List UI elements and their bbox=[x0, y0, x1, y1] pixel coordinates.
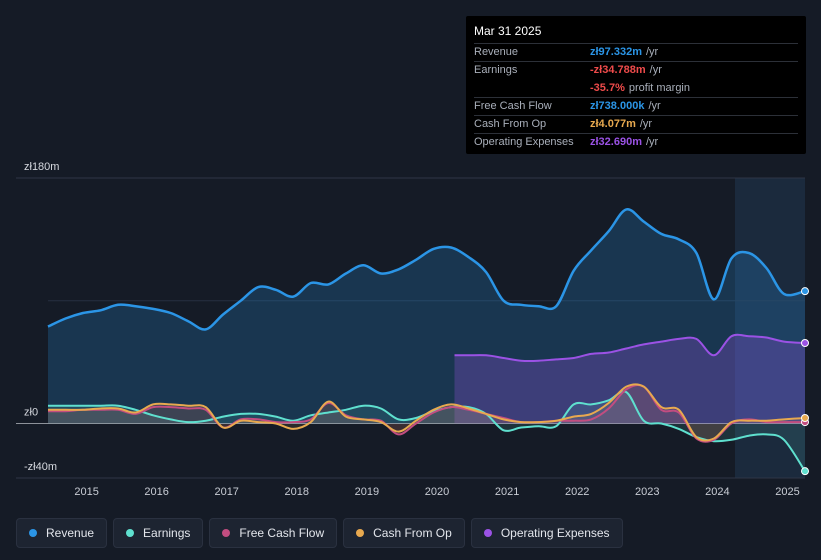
y-tick-label: -zł40m bbox=[24, 461, 57, 473]
tooltip-row-revenue: Revenue zł97.332m /yr bbox=[474, 43, 798, 61]
chart-canvas: zł180m zł0 -zł40m 2015 2016 2017 2018 2019 2020… bbox=[16, 161, 809, 498]
legend-dot-icon bbox=[126, 529, 135, 537]
tooltip-row-cash-from-op: Cash From Op zł4.077m /yr bbox=[474, 115, 798, 133]
x-tick-label: 2019 bbox=[355, 486, 379, 498]
tooltip-value: zł32.690m bbox=[590, 136, 642, 148]
tooltip-value: zł738.000k bbox=[590, 100, 645, 112]
legend-item-revenue[interactable]: Revenue bbox=[16, 518, 108, 548]
x-tick-label: 2020 bbox=[425, 486, 449, 498]
grid-lines bbox=[16, 177, 805, 479]
x-tick-label: 2024 bbox=[705, 486, 729, 498]
operating-expenses-area bbox=[454, 334, 805, 424]
cash-from-op-endpoint bbox=[801, 414, 809, 422]
legend-item-earnings[interactable]: Earnings bbox=[113, 518, 204, 548]
x-tick-label: 2016 bbox=[144, 486, 168, 498]
tooltip-date: Mar 31 2025 bbox=[474, 24, 542, 38]
legend-item-free-cash-flow[interactable]: Free Cash Flow bbox=[209, 518, 338, 548]
earnings-area bbox=[48, 391, 805, 472]
revenue-endpoint bbox=[801, 287, 809, 296]
tooltip-row-operating-expenses: Operating Expenses zł32.690m /yr bbox=[474, 133, 798, 151]
tooltip-value: -zł34.788m bbox=[590, 64, 646, 76]
x-tick-label: 2018 bbox=[285, 486, 309, 498]
tooltip-unit: /yr bbox=[648, 100, 661, 112]
legend-dot-icon bbox=[356, 529, 365, 537]
x-tick-label: 2017 bbox=[214, 486, 238, 498]
forecast-highlight bbox=[735, 178, 805, 478]
operating-expenses-line bbox=[454, 333, 806, 362]
legend-dot-icon bbox=[222, 529, 231, 537]
tooltip-label: Cash From Op bbox=[474, 118, 547, 130]
series-areas bbox=[48, 209, 805, 472]
y-tick-label: zł0 bbox=[24, 407, 38, 419]
cash-from-op-line bbox=[48, 383, 806, 442]
operating-expenses-endpoint bbox=[801, 339, 809, 347]
tooltip-unit: profit margin bbox=[628, 82, 690, 94]
x-axis-ticks: 2015 2016 2017 2018 2019 2020 2021 2022 2023 2024… bbox=[74, 486, 799, 498]
y-axis-ticks: zł180m zł0 -zł40m bbox=[24, 161, 59, 473]
legend-label: Revenue bbox=[46, 526, 95, 540]
tooltip-unit: /yr bbox=[649, 64, 662, 76]
tooltip-panel: Mar 31 2025 Revenue zł97.332m /yr Earnin… bbox=[466, 16, 806, 154]
legend-label: Cash From Op bbox=[373, 526, 452, 540]
cash-from-op-area bbox=[48, 384, 805, 441]
legend-item-operating-expenses[interactable]: Operating Expenses bbox=[470, 518, 623, 548]
legend: Revenue Earnings Free Cash Flow Cash Fro… bbox=[16, 518, 623, 548]
tooltip-value: zł4.077m bbox=[590, 118, 636, 130]
tooltip-unit: /yr bbox=[639, 118, 653, 130]
tooltip-unit: /yr bbox=[645, 136, 659, 148]
tooltip-label: Operating Expenses bbox=[474, 136, 574, 148]
y-tick-label: zł180m bbox=[24, 161, 59, 173]
x-tick-label: 2023 bbox=[635, 486, 659, 498]
legend-dot-icon bbox=[29, 529, 37, 537]
x-tick-label: 2025 bbox=[775, 486, 799, 498]
series-endpoints bbox=[801, 287, 809, 476]
x-tick-label: 2015 bbox=[74, 486, 98, 498]
revenue-line bbox=[47, 208, 806, 331]
free-cash-flow-area bbox=[48, 384, 805, 442]
tooltip-value: -35.7% bbox=[590, 82, 625, 94]
tooltip-label: Earnings bbox=[474, 64, 518, 76]
tooltip-label: Revenue bbox=[474, 46, 519, 58]
x-tick-label: 2022 bbox=[565, 486, 589, 498]
tooltip-label bbox=[474, 80, 590, 97]
earnings-endpoint bbox=[801, 467, 809, 476]
tooltip-row-free-cash-flow: Free Cash Flow zł738.000k /yr bbox=[474, 97, 798, 115]
legend-label: Free Cash Flow bbox=[239, 526, 325, 540]
tooltip-row-profit-margin: -35.7% profit margin bbox=[474, 79, 798, 97]
tooltip-label: Free Cash Flow bbox=[474, 100, 552, 112]
free-cash-flow-line bbox=[47, 384, 805, 443]
x-tick-label: 2021 bbox=[495, 486, 519, 498]
legend-label: Earnings bbox=[143, 526, 191, 540]
revenue-area bbox=[48, 209, 805, 424]
legend-label: Operating Expenses bbox=[500, 526, 610, 540]
tooltip-unit: /yr bbox=[645, 46, 659, 58]
tooltip-row-earnings: Earnings -zł34.788m /yr bbox=[474, 61, 798, 79]
legend-item-cash-from-op[interactable]: Cash From Op bbox=[343, 518, 465, 548]
legend-dot-icon bbox=[483, 529, 492, 537]
series-lines bbox=[47, 208, 806, 472]
tooltip-value: zł97.332m bbox=[590, 46, 642, 58]
